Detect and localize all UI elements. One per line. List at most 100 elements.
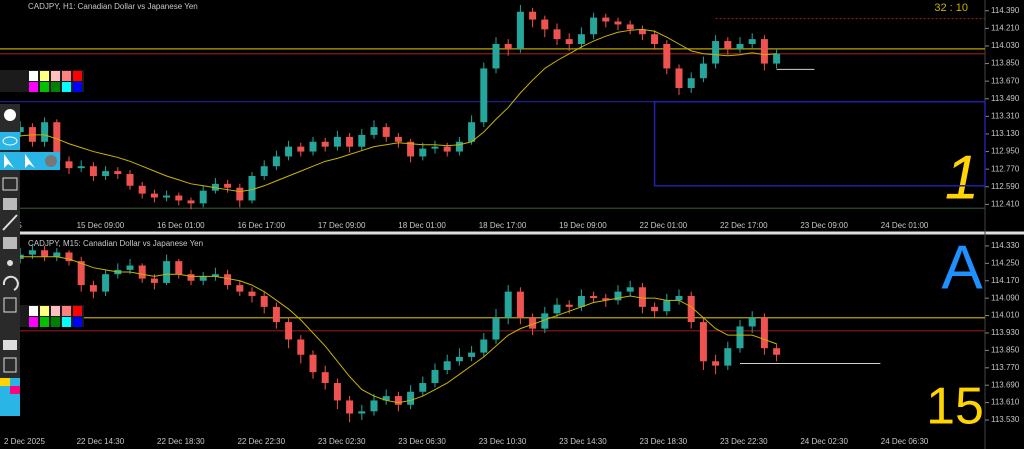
candle-body [382, 127, 390, 137]
candle-body [285, 146, 293, 157]
candle-body [370, 400, 378, 412]
candle-body [297, 146, 305, 152]
trash-tool[interactable] [3, 297, 17, 313]
candle-body [248, 176, 256, 201]
candle-body [663, 44, 671, 69]
swatch[interactable] [62, 306, 71, 316]
swatch[interactable] [51, 306, 60, 316]
candle-body [541, 313, 549, 329]
time-label: 23 Dec 06:30 [398, 437, 446, 446]
candle-body [65, 161, 73, 169]
swatch[interactable] [40, 317, 49, 327]
swatch[interactable] [51, 317, 60, 327]
time-label: 19 Dec 09:00 [559, 221, 607, 230]
price-label: 114.390 [991, 6, 1020, 15]
time-label: 23 Dec 14:30 [559, 437, 607, 446]
candle-body [724, 348, 732, 366]
candle-body [65, 252, 73, 262]
swatch[interactable] [62, 317, 71, 327]
swatch[interactable] [73, 71, 82, 81]
time-label: 15 Dec 09:00 [77, 221, 125, 230]
drawing-toolbar [0, 70, 84, 416]
swatch[interactable] [73, 306, 82, 316]
time-label: 22 Dec 22:30 [237, 437, 285, 446]
candle-body [285, 322, 293, 340]
time-label: 23 Dec 09:00 [800, 221, 848, 230]
candle-body [455, 356, 463, 362]
swatch[interactable] [29, 71, 38, 81]
price-label: 114.090 [991, 293, 1020, 302]
time-label: 23 Dec 02:30 [318, 437, 366, 446]
swatch[interactable] [51, 71, 60, 81]
candle-body [138, 265, 146, 279]
swatch[interactable] [73, 82, 82, 92]
price-label: 114.030 [991, 41, 1020, 50]
candle-body [394, 136, 402, 142]
candle-body [565, 304, 573, 307]
cursor-icon [4, 154, 14, 168]
candle-body [602, 17, 610, 22]
candle-body [224, 274, 232, 286]
swatch[interactable] [29, 317, 38, 327]
candle-body [102, 274, 110, 292]
swatch[interactable] [29, 82, 38, 92]
tool-icon[interactable] [3, 237, 17, 249]
time-label: 24 Dec 01:00 [881, 221, 929, 230]
price-label: 113.490 [991, 94, 1020, 103]
candle-body [687, 78, 695, 88]
pen-tool[interactable] [4, 109, 16, 121]
candle-body [492, 317, 500, 340]
candle-body [394, 396, 402, 405]
candle-body [321, 141, 329, 147]
price-label: 112.410 [991, 199, 1020, 208]
candle-body [565, 39, 573, 44]
camera-tool[interactable] [3, 340, 17, 350]
swatch[interactable] [40, 71, 49, 81]
swatch[interactable] [40, 82, 49, 92]
swatch[interactable] [40, 306, 49, 316]
swatch[interactable] [51, 82, 60, 92]
dot-tool[interactable] [7, 260, 13, 266]
candle-body [577, 34, 585, 44]
moving-average [8, 256, 777, 404]
candle-body [309, 141, 317, 152]
swatch[interactable] [62, 82, 71, 92]
undo-tool[interactable] [2, 275, 19, 291]
price-label: 114.250 [991, 258, 1020, 267]
candle-body [651, 34, 659, 44]
price-label: 113.930 [991, 328, 1020, 337]
candle-body [431, 146, 439, 149]
candle-body [163, 261, 171, 283]
tool-icon[interactable] [2, 177, 18, 191]
candle-body [382, 396, 390, 401]
candle-body [358, 134, 366, 147]
candle-body [577, 295, 585, 307]
candle-body [41, 122, 49, 142]
candle-body [407, 141, 415, 157]
notes-tool[interactable] [3, 357, 17, 373]
time-label: 18 Dec 17:00 [479, 221, 527, 230]
swatch[interactable] [10, 386, 20, 394]
candle-body [626, 287, 634, 292]
moving-average [7, 28, 777, 193]
chart-title: CADJPY, M15: Canadian Dollar vs Japanese… [28, 239, 203, 248]
candle-body [529, 11, 537, 20]
candle-body [541, 19, 549, 30]
time-label: 24 Dec 02:30 [800, 437, 848, 446]
swatch[interactable] [62, 71, 71, 81]
tool-icon[interactable] [3, 198, 17, 210]
candle-body [114, 171, 122, 175]
eye-icon [2, 136, 18, 146]
swatch[interactable] [73, 317, 82, 327]
swatch[interactable] [29, 306, 38, 316]
swatch[interactable] [0, 378, 10, 386]
eye-tool[interactable] [0, 132, 20, 150]
candle-body [419, 383, 427, 392]
candle-body [712, 361, 720, 366]
zone [653, 100, 986, 187]
candle-body [297, 339, 305, 355]
time-label: 18 Dec 01:00 [398, 221, 446, 230]
candle-body [260, 166, 268, 176]
candle-body [553, 29, 561, 40]
line-tool[interactable] [2, 214, 18, 231]
